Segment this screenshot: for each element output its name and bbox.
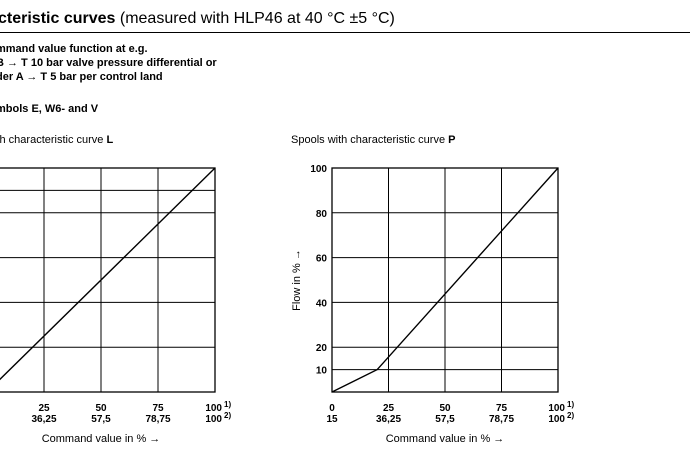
y-tick-label: 80 [316,209,328,220]
x-tick-label: 100 [205,403,222,414]
x-tick-label-2: 78,75 [145,414,170,425]
x-tick-label-2: 57,5 [435,414,455,425]
x-tick-label-2: 100 [205,414,222,425]
chart-p-title: Spools with characteristic curve P [291,134,456,146]
x-axis-label: Command value in % → [386,433,505,445]
x-tick-label: 25 [38,403,50,414]
x-tick-label-2: 78,75 [489,414,514,425]
y-tick-label: 60 [316,254,328,265]
y-tick-label: 10 [316,366,328,377]
y-axis-label: Flow in % → [291,249,303,311]
x-tick-label: 0 [329,403,335,414]
x-tick-label: 50 [95,403,107,414]
x-tick-label: 75 [152,403,164,414]
note-line-4: mbols E, W6- and V [0,103,99,115]
plot-frame [331,167,559,393]
plot-frame [0,167,216,393]
x-tick-label-2: 100 [548,414,565,425]
x-tick-footnote-1: 1) [224,400,231,409]
x-tick-footnote-2: 2) [224,411,231,420]
x-tick-label-2: 15 [326,414,338,425]
x-tick-label: 100 [548,403,565,414]
x-axis-label: Command value in % → [42,433,161,445]
chart-l-title: ith characteristic curve L [0,134,114,146]
note-line-2: B → T 10 bar valve pressure differential… [0,57,217,69]
x-tick-label: 50 [439,403,451,414]
x-tick-label-2: 36,25 [376,414,401,425]
x-tick-label: 25 [383,403,395,414]
series-line-1 [0,167,216,381]
y-tick-label: 40 [316,298,328,309]
note-line-1: mmand value function at e.g. [0,43,148,55]
y-tick-label: 100 [310,164,327,175]
series-line-1 [331,167,559,393]
title-rule [0,32,690,33]
x-tick-label: 75 [496,403,508,414]
note-line-3: der A → T 5 bar per control land [0,71,163,83]
y-tick-label: 20 [316,343,328,354]
page-title: cteristic curves (measured with HLP46 at… [0,10,395,27]
x-tick-footnote-1: 1) [567,400,574,409]
x-tick-label-2: 57,5 [91,414,111,425]
x-tick-footnote-2: 2) [567,411,574,420]
x-tick-label-2: 36,25 [31,414,56,425]
